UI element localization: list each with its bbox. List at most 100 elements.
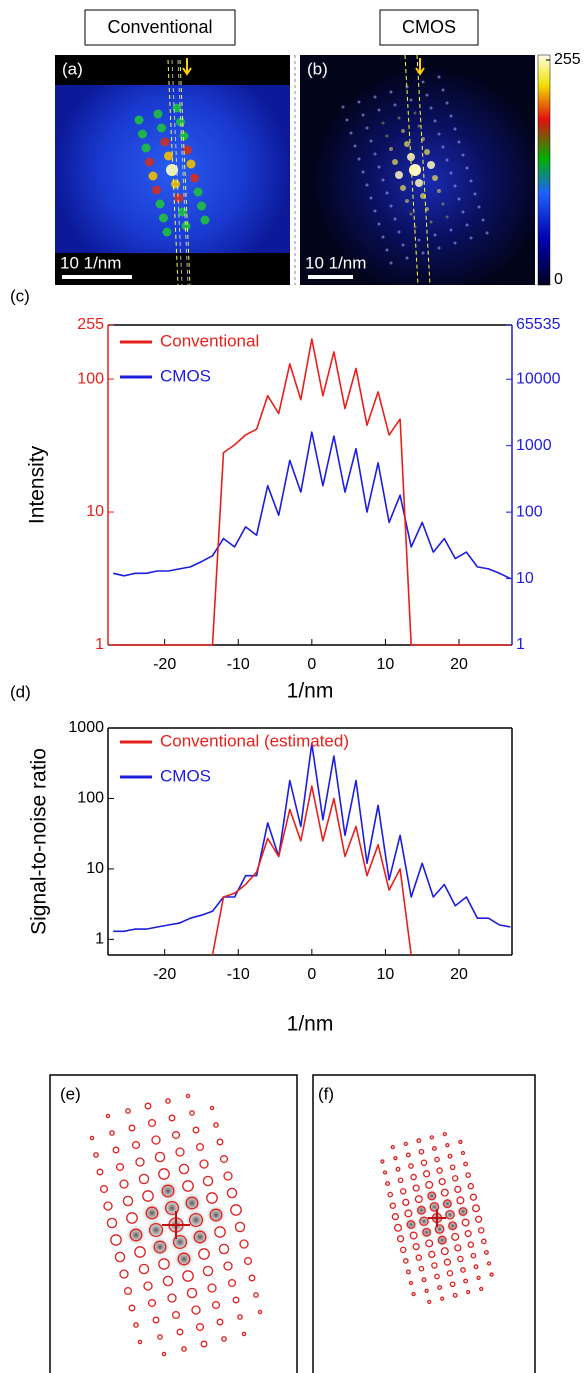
fitted-spot (191, 1305, 201, 1315)
y-tick-label: 100 (77, 370, 104, 387)
faint-spot (473, 192, 477, 196)
fitted-spot (137, 1339, 143, 1345)
diffraction-spot (186, 159, 196, 169)
diffraction-spot (200, 215, 210, 225)
fitted-spot (451, 1232, 460, 1241)
intensity-blob (172, 1247, 196, 1271)
fitted-spot (427, 1299, 432, 1304)
panel-label: (c) (10, 286, 30, 305)
y-tick-label: 10 (86, 860, 104, 877)
y-tick-label: 10 (86, 503, 104, 520)
faint-spot (465, 166, 469, 170)
intensity-blob (418, 1224, 435, 1241)
fitted-spot (449, 1164, 456, 1171)
y2-tick-label: 1000 (516, 437, 552, 454)
faint-spot (409, 98, 413, 102)
fitted-spot (410, 1173, 417, 1181)
fitted-spot (461, 1218, 470, 1227)
fitted-spot (175, 1147, 185, 1157)
fitted-spot (443, 1258, 452, 1266)
fitted-spot (186, 1287, 198, 1299)
faint-spot (425, 93, 429, 97)
y-tick-label: 255 (77, 316, 104, 333)
diffraction-spot (409, 164, 421, 176)
fitted-spot (451, 1175, 459, 1182)
x-tick-label: -20 (153, 656, 176, 673)
diffraction-spot (381, 121, 385, 125)
fitted-spot (440, 1247, 449, 1256)
arrow (415, 58, 425, 76)
fitted-spot (185, 1093, 191, 1099)
faint-spot (377, 165, 381, 169)
diffraction-spot (171, 179, 180, 189)
fitted-spot (447, 1153, 453, 1159)
panel-label: (a) (62, 59, 83, 78)
fitted-spot (393, 1223, 403, 1232)
faint-spot (429, 106, 433, 110)
fitted-spot (126, 1212, 138, 1224)
fitted-spot (105, 1113, 111, 1119)
diffraction-spot (145, 157, 154, 167)
intensity-blob (188, 1225, 212, 1249)
fitted-spot (109, 1130, 115, 1136)
fitted-spot (153, 1240, 167, 1254)
intensity-blob (204, 1203, 228, 1227)
faint-spot (469, 179, 473, 183)
faint-spot (437, 246, 441, 250)
diffraction-spot (181, 221, 191, 231)
fitted-spot (211, 1300, 221, 1310)
diffraction-spot (164, 151, 173, 161)
fitted-spot (470, 1252, 477, 1259)
faint-spot (457, 197, 461, 201)
y2-tick-label: 65535 (516, 316, 561, 333)
faint-spot (441, 145, 445, 149)
faint-spot (417, 238, 421, 242)
x-tick-label: 20 (450, 966, 468, 983)
fitted-spot (440, 1188, 449, 1197)
fitted-spot (404, 1209, 413, 1218)
fitted-spot (391, 1213, 400, 1221)
fitted-spot (460, 1267, 466, 1273)
faint-spot (453, 127, 457, 131)
faint-spot (401, 243, 405, 247)
faint-spot (341, 105, 345, 109)
fitted-spot (176, 1328, 184, 1336)
fitted-spot (446, 1270, 454, 1277)
faint-spot (373, 209, 377, 213)
series-line (113, 338, 511, 646)
fitted-spot (428, 1250, 436, 1259)
fitted-spot (385, 1181, 391, 1187)
fitted-spot (223, 1261, 233, 1271)
fitted-spot (471, 1204, 481, 1213)
faint-spot (457, 140, 461, 144)
faint-spot (469, 236, 473, 240)
fitted-spot (414, 1195, 423, 1204)
y2-tick-label: 100 (516, 503, 543, 520)
faint-spot (361, 170, 365, 174)
fitted-spot (167, 1293, 177, 1303)
panel-label: (f) (318, 1084, 334, 1103)
fitted-spot (154, 1151, 166, 1163)
fitted-spot (466, 1289, 471, 1295)
fitted-spot (177, 1252, 191, 1266)
faint-spot (345, 118, 349, 122)
diffraction-spot (401, 129, 405, 133)
faint-spot (357, 157, 361, 161)
diffraction-spot (159, 213, 168, 223)
fitted-spot (147, 1298, 157, 1308)
fitted-spot (232, 1296, 240, 1304)
diffraction-spot (153, 109, 163, 119)
faint-spot (377, 222, 381, 226)
fitted-spot (138, 1173, 150, 1185)
fitted-spot (221, 1336, 227, 1342)
x-tick-label: 10 (377, 966, 395, 983)
image-a (55, 55, 290, 286)
diffraction-spot (405, 199, 409, 203)
y2-tick-label: 1 (516, 636, 525, 653)
fitted-spot (243, 1256, 253, 1266)
fitted-spot (128, 1124, 136, 1132)
intensity-blob (455, 1203, 471, 1220)
fitted-spot (202, 1265, 214, 1277)
